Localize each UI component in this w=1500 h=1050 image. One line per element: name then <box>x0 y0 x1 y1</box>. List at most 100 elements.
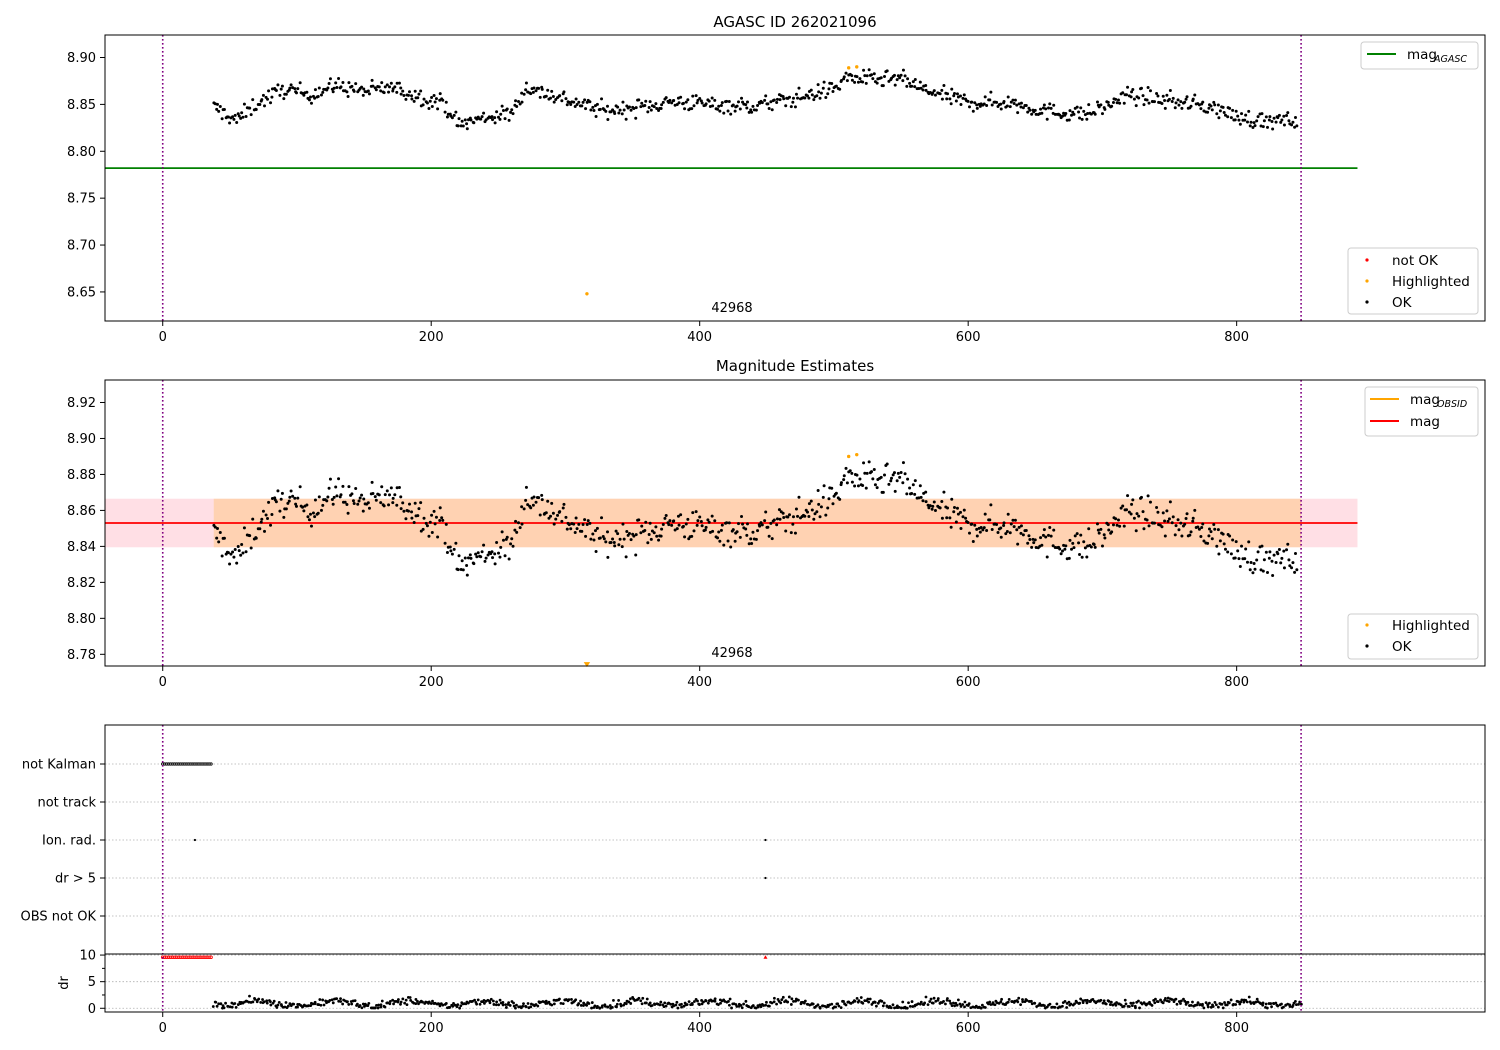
dr-point <box>1102 999 1106 1003</box>
magnitude-xtick-label: 0 <box>159 675 167 690</box>
dr-point <box>653 1003 657 1006</box>
dr-point <box>934 999 938 1003</box>
ok-point <box>634 106 638 110</box>
ok-point <box>573 530 577 534</box>
ok-point <box>260 98 264 102</box>
dr-point <box>963 1005 966 1009</box>
ok-point <box>354 486 358 490</box>
ok-point <box>1070 547 1074 551</box>
ok-point <box>1099 527 1103 531</box>
ok-point <box>1228 534 1232 538</box>
ok-point <box>215 102 219 106</box>
ok-point <box>1217 552 1221 556</box>
ok-point <box>510 108 514 112</box>
dr-point <box>1167 1000 1171 1003</box>
dr-tick-label: 5 <box>88 975 96 990</box>
dr-point <box>719 1001 722 1005</box>
dr-point <box>288 1002 292 1006</box>
ok-point <box>220 117 224 121</box>
ok-point <box>959 527 963 531</box>
ok-point <box>278 93 282 97</box>
ok-point <box>335 494 339 498</box>
ok-point <box>402 509 406 513</box>
dr-point <box>401 997 405 1001</box>
dr-point <box>612 998 615 1002</box>
dr-point <box>1174 997 1178 1001</box>
dr-point <box>399 1002 402 1006</box>
dr-point <box>508 1004 512 1007</box>
ok-point <box>815 94 819 98</box>
ok-point <box>970 100 974 104</box>
ok-point <box>637 98 641 102</box>
ok-point <box>1177 528 1181 532</box>
ok-point <box>305 90 309 94</box>
ok-point <box>468 553 472 557</box>
ok-point <box>433 522 437 526</box>
ok-point <box>222 536 226 540</box>
ok-point <box>459 124 463 128</box>
ok-point <box>1019 531 1023 535</box>
ok-point <box>887 79 891 83</box>
agasc-ytick-label: 8.90 <box>67 51 96 66</box>
ok-point <box>1130 502 1134 506</box>
ok-point <box>515 104 519 108</box>
ok-point <box>456 124 460 128</box>
ok-point <box>1146 494 1150 498</box>
ok-point <box>819 505 823 509</box>
ok-point <box>649 108 653 112</box>
ok-point <box>621 100 625 104</box>
ok-point <box>1129 95 1133 99</box>
ok-point <box>584 534 588 538</box>
ok-point <box>280 491 284 495</box>
ok-point <box>1033 538 1037 542</box>
ok-point <box>516 99 520 103</box>
ok-point <box>775 517 779 521</box>
ok-point <box>1152 521 1156 525</box>
ok-point <box>430 96 434 100</box>
ok-point <box>1260 544 1264 548</box>
ok-point <box>302 509 306 513</box>
dr-point <box>1254 1000 1258 1004</box>
ok-point <box>760 101 764 105</box>
ok-point <box>879 76 883 80</box>
dr-point <box>1274 1001 1278 1005</box>
ok-point <box>428 99 432 103</box>
ok-point <box>718 109 722 113</box>
ok-point <box>622 537 626 541</box>
ok-point <box>289 83 293 87</box>
ok-point <box>1276 552 1280 556</box>
ok-point <box>1180 106 1184 110</box>
dr-point <box>347 1003 351 1006</box>
ok-point <box>905 84 909 88</box>
ok-point <box>975 106 979 110</box>
ok-point <box>235 561 239 565</box>
ok-point <box>474 552 478 556</box>
dr-point <box>818 1006 822 1010</box>
dr-point <box>747 1005 751 1009</box>
ok-point <box>1082 109 1086 113</box>
ok-point <box>827 87 831 91</box>
ok-point <box>1209 104 1213 108</box>
dr-point <box>233 1002 237 1005</box>
ok-point <box>1012 525 1016 529</box>
ok-point <box>910 492 914 496</box>
legend-line-label: mag <box>1410 392 1440 408</box>
ok-point <box>764 94 768 98</box>
ok-point <box>413 501 417 505</box>
dr-point <box>1114 1003 1118 1007</box>
ok-point <box>985 103 989 107</box>
dr-point <box>1079 997 1083 1001</box>
ok-point <box>1135 512 1139 516</box>
ok-point <box>1184 97 1188 101</box>
dr-point <box>417 1002 420 1006</box>
ok-point <box>321 503 325 507</box>
ok-point <box>954 520 958 524</box>
ok-point <box>586 519 590 523</box>
ok-point <box>803 96 807 100</box>
ok-point <box>274 500 278 504</box>
ok-point <box>594 550 598 554</box>
ok-point <box>903 74 907 78</box>
ok-point <box>524 485 528 489</box>
ok-point <box>422 516 426 520</box>
highlighted-point <box>846 66 851 70</box>
